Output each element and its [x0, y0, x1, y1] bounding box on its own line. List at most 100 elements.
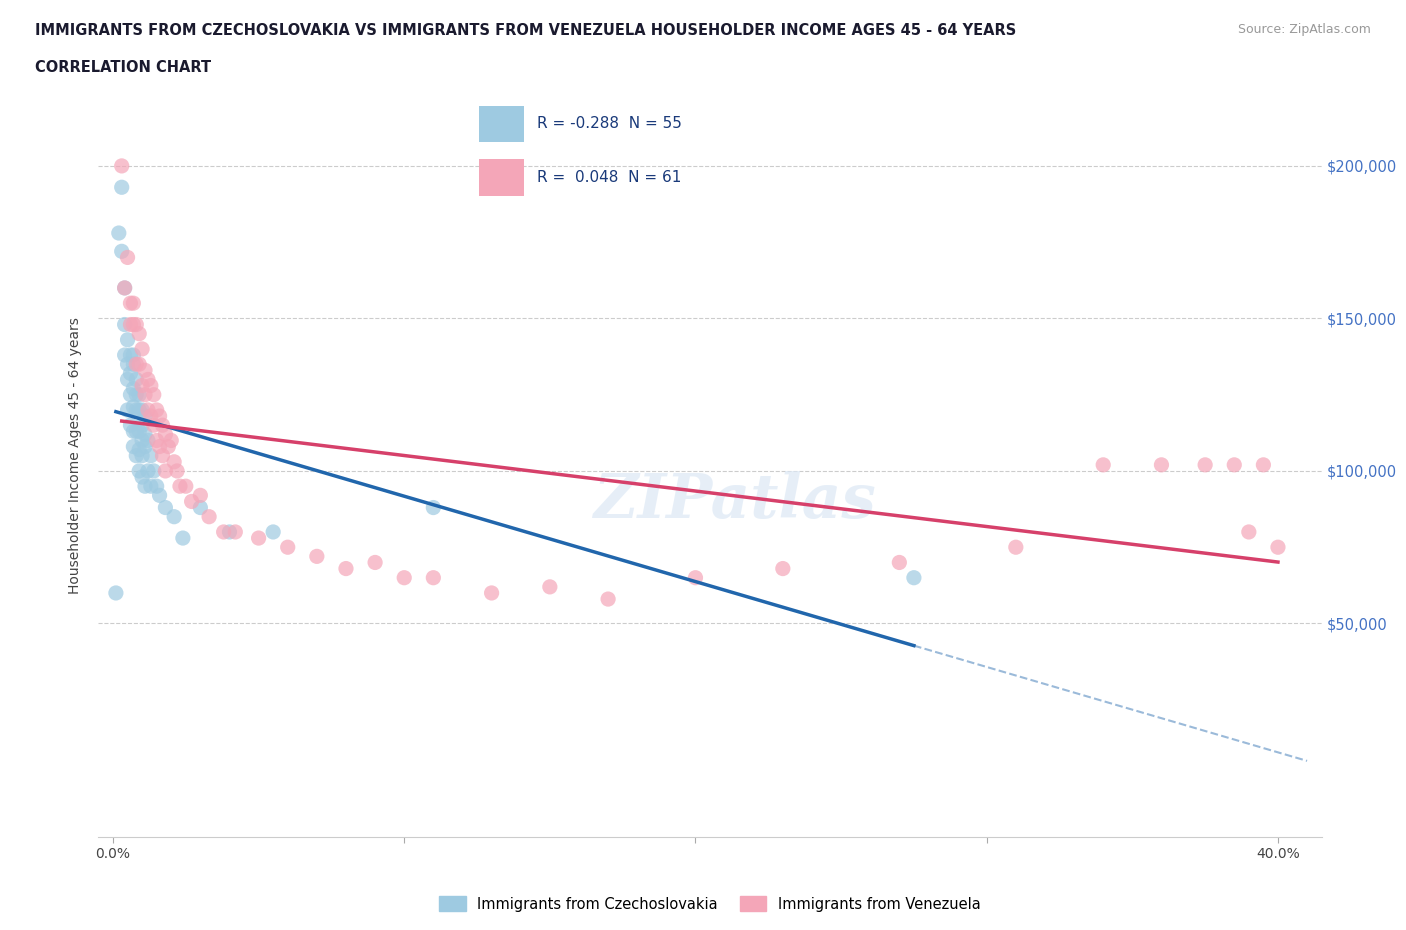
Point [422, 500, 444, 515]
Point [117, 332, 139, 347]
Point [125, 357, 148, 372]
Point [128, 403, 150, 418]
Point [149, 408, 172, 423]
Point [139, 408, 162, 423]
Point [903, 570, 925, 585]
Point [142, 463, 165, 478]
Point [139, 379, 162, 393]
Point [134, 408, 156, 423]
Point [134, 427, 156, 442]
Point [134, 363, 156, 378]
Point [198, 510, 221, 525]
Point [122, 296, 145, 311]
Point [114, 281, 136, 296]
Point [174, 479, 197, 494]
Point [117, 403, 139, 418]
Point [120, 317, 142, 332]
Point [131, 448, 153, 463]
Point [104, 586, 127, 601]
Point [128, 442, 150, 457]
Point [889, 555, 911, 570]
Point [142, 418, 165, 432]
Point [136, 433, 159, 448]
Point [538, 579, 561, 594]
Point [1267, 539, 1289, 554]
Point [122, 439, 145, 454]
Point [122, 424, 145, 439]
Point [157, 439, 180, 454]
Point [120, 365, 142, 380]
Point [1092, 458, 1115, 472]
Point [117, 357, 139, 372]
Point [163, 510, 186, 525]
Point [122, 348, 145, 363]
Point [128, 357, 150, 372]
Point [125, 387, 148, 402]
Point [139, 479, 162, 494]
Point [218, 525, 240, 539]
Point [169, 479, 191, 494]
Point [128, 326, 150, 341]
Point [131, 379, 153, 393]
Point [364, 555, 387, 570]
Point [128, 387, 150, 402]
Point [131, 403, 153, 418]
Point [172, 531, 194, 546]
Point [145, 403, 167, 418]
Point [1150, 458, 1173, 472]
Point [120, 418, 142, 432]
Point [120, 296, 142, 311]
Point [111, 179, 134, 194]
Point [180, 494, 202, 509]
Point [114, 348, 136, 363]
Point [128, 424, 150, 439]
Point [134, 387, 156, 402]
Point [111, 244, 134, 259]
Point [122, 317, 145, 332]
Point [139, 448, 162, 463]
Point [155, 427, 177, 442]
Point [152, 418, 174, 432]
Point [155, 463, 177, 478]
Point [125, 403, 148, 418]
Point [394, 570, 416, 585]
Legend: Immigrants from Czechoslovakia, Immigrants from Venezuela: Immigrants from Czechoslovakia, Immigran… [433, 890, 987, 917]
Point [117, 372, 139, 387]
Point [131, 341, 153, 356]
Point [247, 531, 270, 546]
Text: IMMIGRANTS FROM CZECHOSLOVAKIA VS IMMIGRANTS FROM VENEZUELA HOUSEHOLDER INCOME A: IMMIGRANTS FROM CZECHOSLOVAKIA VS IMMIGR… [35, 23, 1017, 38]
Point [277, 539, 299, 554]
Point [136, 372, 159, 387]
Point [166, 463, 188, 478]
Point [224, 525, 246, 539]
Point [160, 433, 183, 448]
Point [1253, 458, 1275, 472]
Point [1237, 525, 1260, 539]
Point [145, 479, 167, 494]
Point [131, 433, 153, 448]
Point [128, 463, 150, 478]
Point [163, 455, 186, 470]
Point [1004, 539, 1026, 554]
Point [131, 418, 153, 432]
Point [149, 439, 172, 454]
Point [262, 525, 284, 539]
Point [120, 387, 142, 402]
Point [155, 500, 177, 515]
Point [188, 488, 212, 503]
Point [136, 463, 159, 478]
Point [1223, 458, 1246, 472]
Text: CORRELATION CHART: CORRELATION CHART [35, 60, 211, 75]
Point [122, 400, 145, 415]
Point [598, 591, 620, 606]
Point [111, 158, 134, 173]
Point [685, 570, 707, 585]
Point [422, 570, 444, 585]
Point [122, 357, 145, 372]
Y-axis label: Householder Income Ages 45 - 64 years: Householder Income Ages 45 - 64 years [69, 317, 83, 594]
Point [772, 561, 794, 576]
Point [125, 372, 148, 387]
Point [125, 424, 148, 439]
Point [117, 250, 139, 265]
Point [125, 448, 148, 463]
